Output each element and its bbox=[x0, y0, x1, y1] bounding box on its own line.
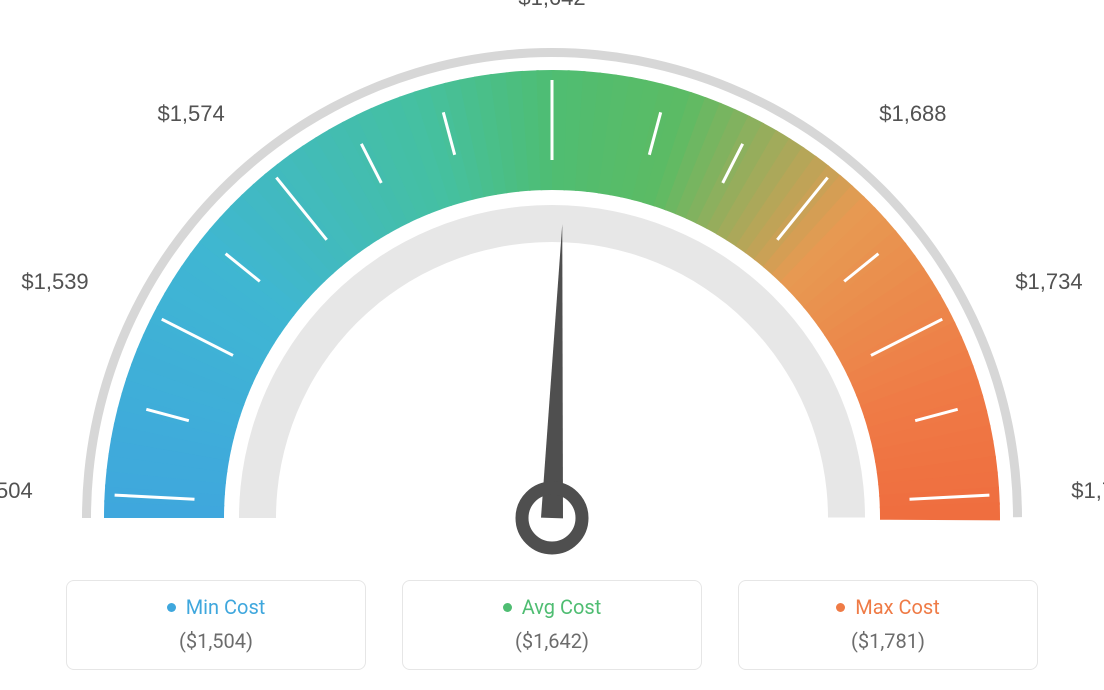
cost-gauge-widget: $1,504 $1,539 $1,574 $1,642 $1,688 $1,734 $1,7… bbox=[0, 0, 1104, 690]
gauge-chart: $1,504 $1,539 $1,574 $1,642 $1,688 $1,734 $1,7… bbox=[0, 0, 1104, 560]
legend-title-max: Max Cost bbox=[855, 595, 940, 619]
legend-value-max: ($1,781) bbox=[749, 629, 1027, 653]
svg-text:$1,574: $1,574 bbox=[157, 101, 224, 126]
svg-text:$1,781: $1,781 bbox=[1071, 478, 1104, 503]
svg-text:$1,734: $1,734 bbox=[1015, 269, 1082, 294]
legend-title-avg: Avg Cost bbox=[522, 595, 602, 619]
legend-value-min: ($1,504) bbox=[77, 629, 355, 653]
legend-card-max: Max Cost ($1,781) bbox=[738, 580, 1038, 670]
legend-dot-min bbox=[167, 603, 176, 612]
svg-text:$1,504: $1,504 bbox=[0, 478, 33, 503]
legend-card-min: Min Cost ($1,504) bbox=[66, 580, 366, 670]
legend-dot-avg bbox=[503, 603, 512, 612]
legend-value-avg: ($1,642) bbox=[413, 629, 691, 653]
svg-text:$1,688: $1,688 bbox=[879, 101, 946, 126]
svg-text:$1,642: $1,642 bbox=[518, 0, 585, 10]
svg-text:$1,539: $1,539 bbox=[21, 269, 88, 294]
legend-dot-max bbox=[836, 603, 845, 612]
legend-card-avg: Avg Cost ($1,642) bbox=[402, 580, 702, 670]
legend-row: Min Cost ($1,504) Avg Cost ($1,642) Max … bbox=[0, 580, 1104, 670]
legend-title-min: Min Cost bbox=[186, 595, 266, 619]
